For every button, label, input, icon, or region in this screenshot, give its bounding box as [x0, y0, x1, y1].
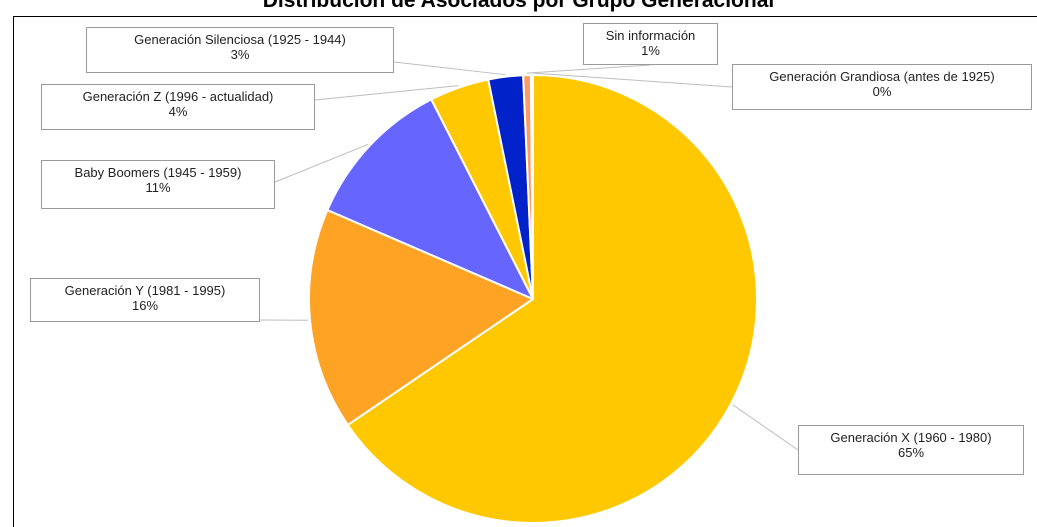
slice-label-text: Generación Grandiosa (antes de 1925)	[769, 69, 995, 84]
slice-percent-text: 11%	[145, 180, 171, 195]
label-baby-boomers: Baby Boomers (1945 - 1959) 11%	[41, 160, 275, 209]
leader-line	[526, 64, 651, 74]
slice-label-text: Generación Y (1981 - 1995)	[64, 283, 226, 298]
slice-percent-text: 3%	[230, 47, 250, 62]
slice-percent-text: 16%	[131, 298, 159, 313]
slice-percent-text: 65%	[897, 445, 925, 460]
slice-generacion-x	[346, 74, 758, 524]
label-generacion-grandiosa: Generación Grandiosa (antes de 1925) 0%	[732, 64, 1032, 110]
label-generacion-y: Generación Y (1981 - 1995) 16%	[30, 278, 260, 322]
label-generacion-z: Generación Z (1996 - actualidad) 4%	[41, 84, 315, 130]
slice-label-text: Sin información	[605, 28, 696, 43]
slice-percent-text: 0%	[872, 84, 892, 99]
slice-percent-text: 1%	[641, 43, 660, 58]
leader-line	[732, 404, 799, 451]
slice-label-text: Generación X (1960 - 1980)	[830, 430, 992, 445]
label-generacion-x: Generación X (1960 - 1980) 65%	[798, 425, 1024, 475]
leader-line	[531, 72, 733, 88]
slice-generacion-grandiosa	[529, 74, 534, 300]
slice-percent-text: 4%	[168, 104, 188, 119]
leader-line	[314, 85, 459, 101]
leader-line	[274, 143, 369, 183]
label-generacion-silenciosa: Generación Silenciosa (1925 - 1944) 3%	[86, 27, 394, 73]
chart-title: Distribución de Asociados por Grupo Gene…	[262, 0, 775, 12]
slice-label-text: Baby Boomers (1945 - 1959)	[74, 165, 242, 180]
leader-line	[393, 61, 506, 76]
slice-label-text: Generación Silenciosa (1925 - 1944)	[134, 32, 346, 47]
slice-label-text: Generación Z (1996 - actualidad)	[82, 89, 274, 104]
label-sin-informacion: Sin información 1%	[583, 23, 718, 65]
slice-generacion-y	[308, 209, 534, 426]
pie-slices	[308, 74, 758, 524]
leader-lines	[259, 61, 799, 451]
slice-baby-boomers	[326, 98, 534, 300]
